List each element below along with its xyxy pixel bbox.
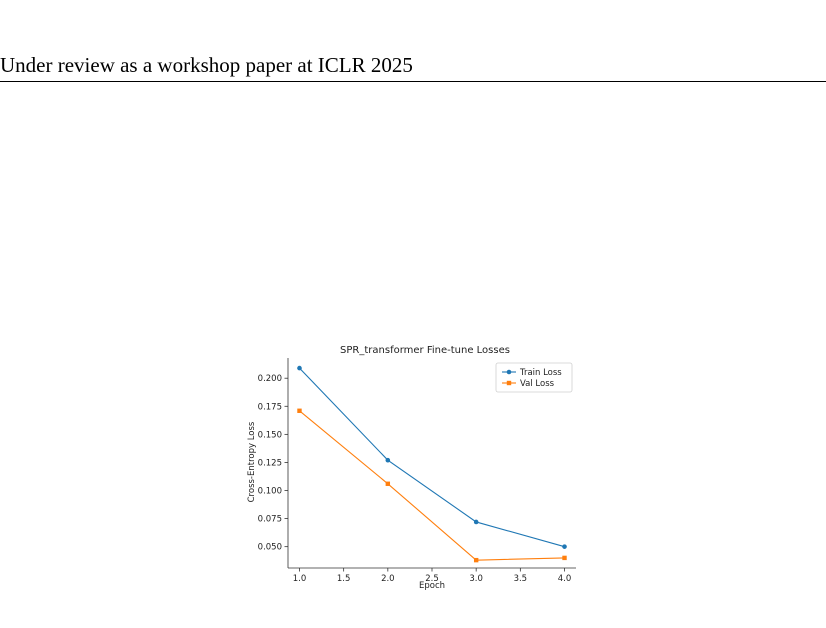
x-tick-label: 2.5 [425, 574, 439, 584]
y-axis-ticks: 0.050 0.075 0.100 0.125 0.150 0.175 0.200 [258, 374, 288, 553]
data-point [385, 481, 391, 486]
x-axis-ticks: 1.0 1.5 2.0 2.5 3.0 3.5 4.0 [293, 568, 572, 584]
series-line [299, 367, 565, 548]
x-tick-label: 4.0 [558, 574, 572, 584]
x-tick-label: 1.0 [293, 574, 307, 584]
series-line [299, 410, 565, 561]
y-tick-label: 0.175 [258, 402, 282, 412]
data-point [473, 557, 479, 563]
series-val-loss [297, 408, 567, 563]
series-train-loss [297, 365, 567, 549]
legend-label: Train Loss [519, 368, 562, 378]
x-tick-label: 3.5 [514, 574, 528, 584]
y-tick-label: 0.050 [258, 543, 282, 553]
header-rule [0, 81, 826, 82]
chart-series [297, 365, 567, 563]
data-point [297, 365, 302, 371]
data-point [297, 408, 302, 413]
data-point [473, 519, 479, 525]
y-tick-label: 0.150 [258, 430, 282, 440]
data-point [562, 544, 567, 549]
legend-swatch-marker [506, 380, 512, 386]
y-axis-label: Cross-Entropy Loss [247, 421, 257, 502]
x-axis-label: Epoch [419, 581, 445, 591]
chart-title: SPR_transformer Fine-tune Losses [340, 345, 510, 356]
x-tick-label: 2.0 [381, 574, 395, 584]
data-point [385, 457, 391, 463]
legend-label: Val Loss [520, 379, 555, 389]
legend-swatch-marker [506, 369, 512, 375]
x-tick-label: 3.0 [469, 574, 483, 584]
y-tick-label: 0.200 [258, 374, 282, 384]
data-point [562, 555, 567, 561]
loss-figure: SPR_transformer Fine-tune Losses 1.0 1.5 2… [240, 338, 590, 598]
legend-frame [495, 362, 573, 393]
page-header: Under review as a workshop paper at ICLR… [0, 52, 826, 83]
x-tick-label: 1.5 [337, 574, 351, 584]
y-tick-label: 0.125 [258, 458, 282, 468]
y-tick-label: 0.100 [258, 487, 282, 497]
y-tick-label: 0.075 [258, 515, 282, 525]
header-text: Under review as a workshop paper at ICLR… [0, 53, 413, 77]
loss-chart: SPR_transformer Fine-tune Losses 1.0 1.5 2… [247, 345, 576, 591]
